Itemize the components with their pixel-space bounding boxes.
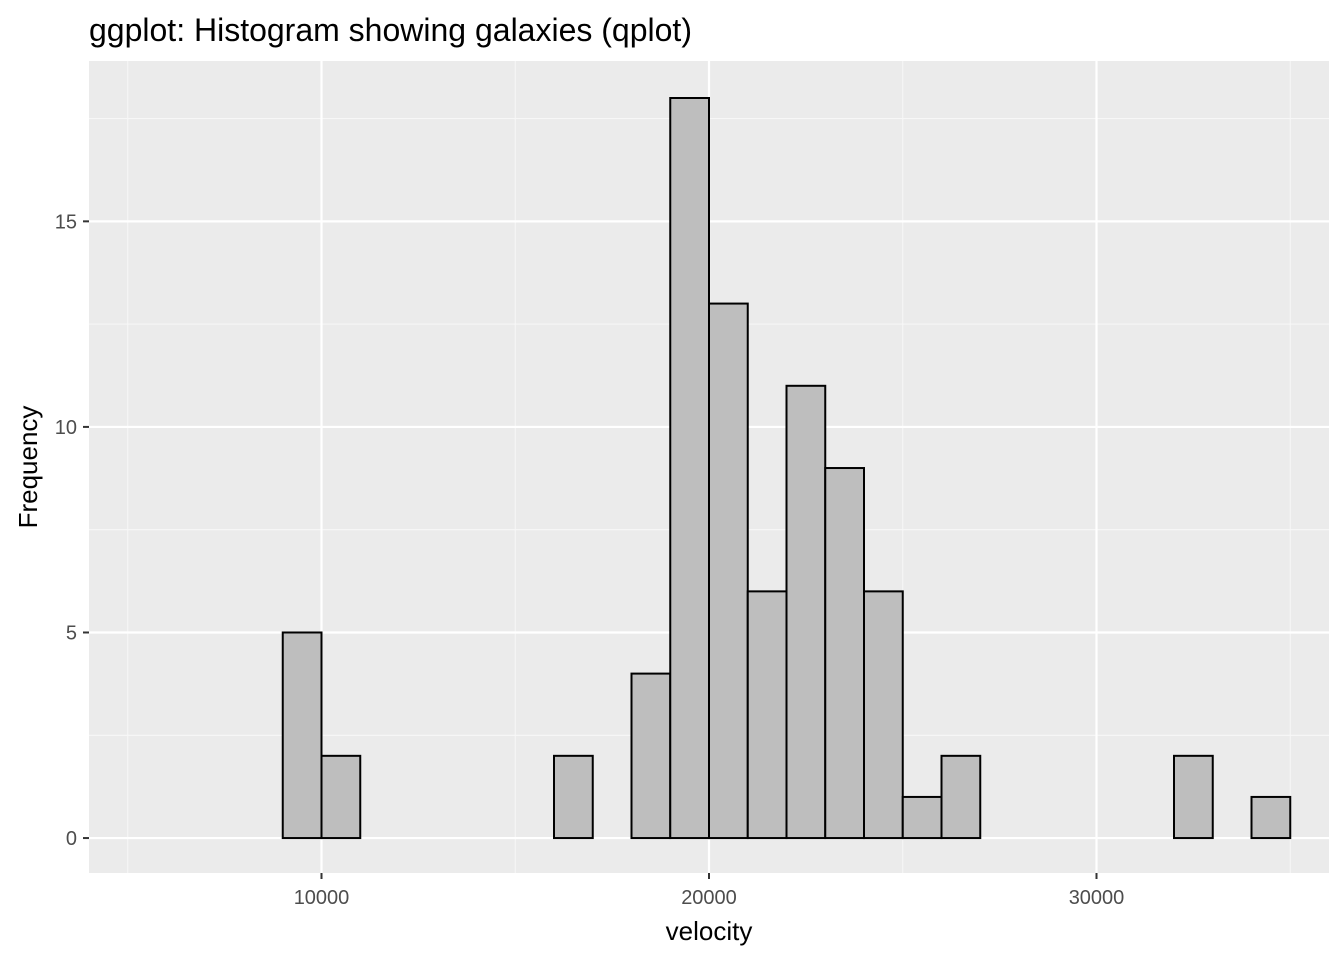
y-axis-title: Frequency: [13, 406, 43, 529]
y-tick-label: 10: [55, 417, 77, 439]
y-axis-ticks: 0 5 10 15: [55, 211, 89, 850]
y-tick-label: 15: [55, 211, 77, 233]
histogram-bars: [281, 97, 1292, 840]
histogram-bar: [281, 631, 323, 840]
histogram-bar: [746, 590, 788, 840]
histogram-bar: [669, 97, 710, 840]
histogram-bar: [708, 302, 749, 840]
x-axis-ticks: 10000 20000 30000: [294, 873, 1125, 909]
x-axis-title: velocity: [666, 916, 753, 946]
histogram-bar: [940, 754, 982, 840]
histogram-bar: [785, 384, 827, 840]
x-tick-label: 30000: [1069, 887, 1125, 909]
histogram-bar: [320, 754, 362, 840]
histogram-bar: [1173, 754, 1214, 840]
histogram-bar: [553, 754, 594, 840]
histogram-bar: [630, 672, 672, 840]
histogram-bar: [863, 590, 904, 840]
y-tick-label: 5: [66, 622, 77, 644]
histogram-bar: [1250, 795, 1292, 840]
chart-title: ggplot: Histogram showing galaxies (qplo…: [89, 12, 692, 48]
x-tick-label: 20000: [681, 887, 737, 909]
x-tick-label: 10000: [294, 887, 350, 909]
histogram-bar: [824, 467, 865, 840]
y-tick-label: 0: [66, 828, 77, 850]
histogram-bar: [901, 795, 943, 840]
